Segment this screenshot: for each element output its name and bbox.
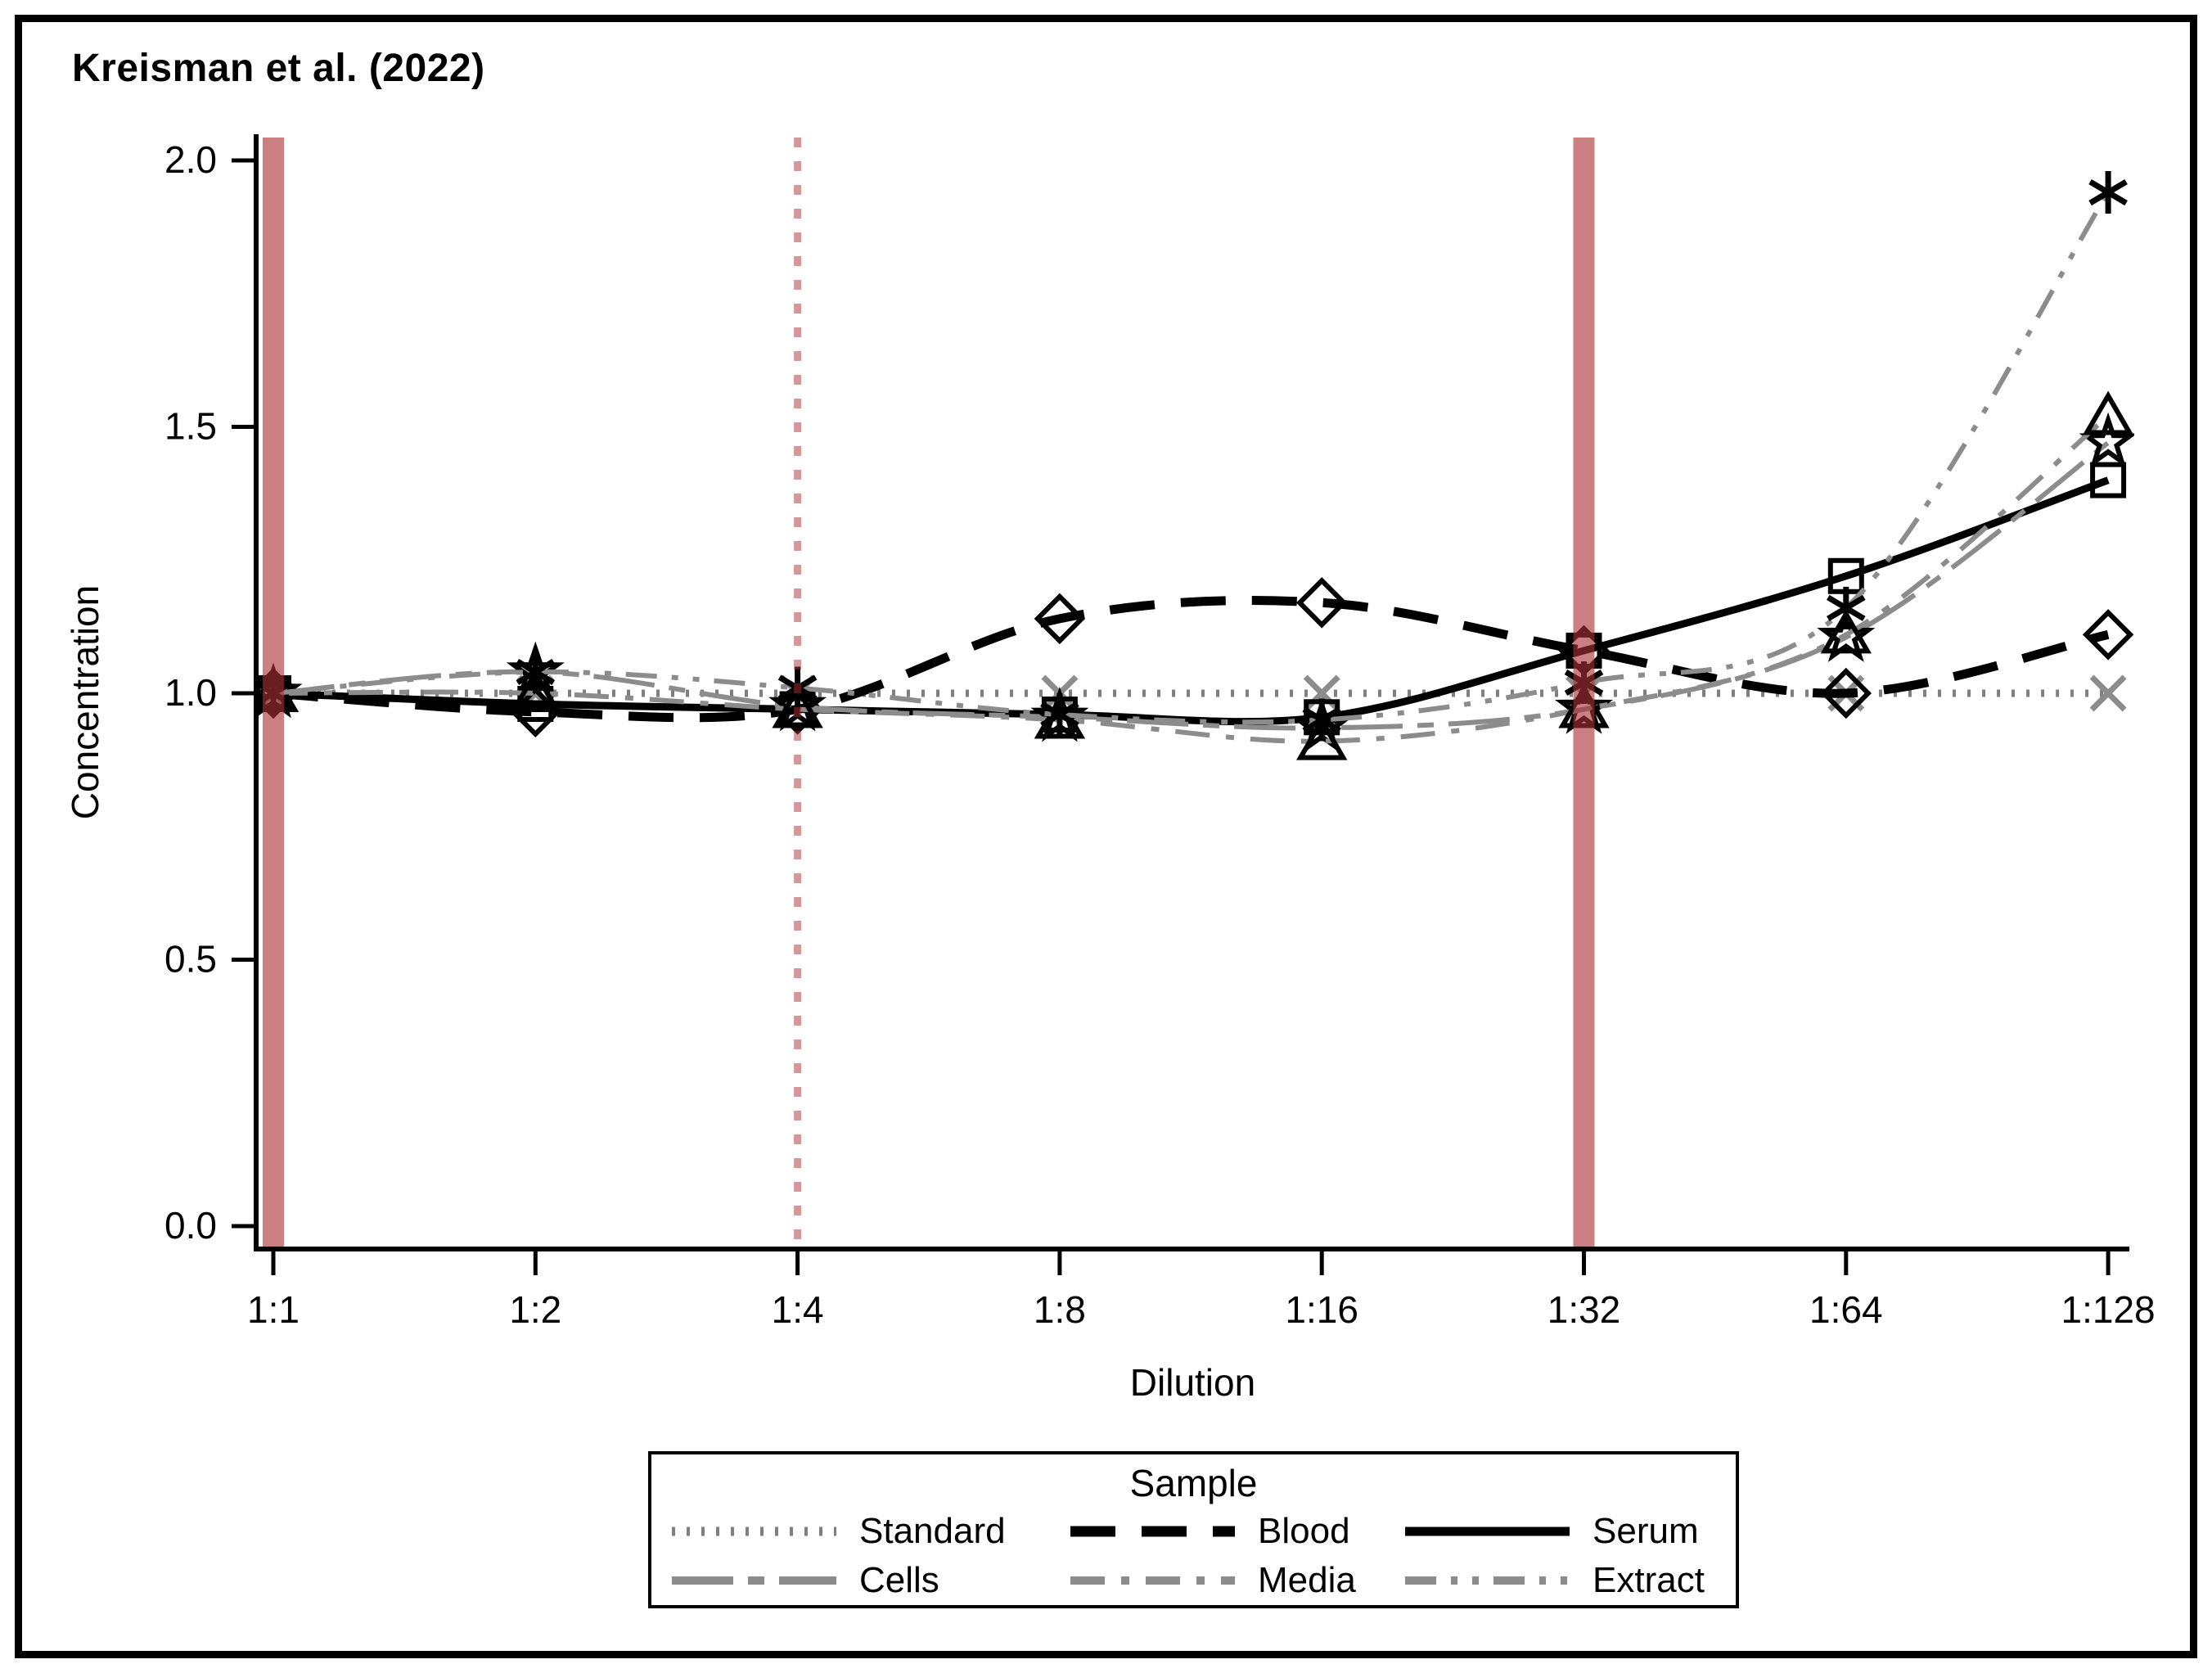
legend-label-extract: Extract <box>1593 1560 1705 1600</box>
triangle-marker <box>1820 609 1872 654</box>
star-marker <box>2079 412 2134 468</box>
asterisk-marker <box>1040 693 1079 737</box>
legend-swatch-extract <box>1405 1576 1570 1585</box>
legend-entry-media: Media <box>1069 1560 1403 1601</box>
asterisk-marker <box>1827 586 1866 629</box>
series-line-media <box>273 414 2111 744</box>
y-tick-label: 1.5 <box>164 405 217 448</box>
y-axis-label: Concentration <box>64 584 106 820</box>
x-marker <box>1303 674 1340 712</box>
legend-swatch-standard <box>672 1526 836 1536</box>
diamond-marker <box>1295 577 1348 629</box>
triangle-marker <box>510 668 561 712</box>
x-tick-label: 1:2 <box>509 1288 561 1331</box>
legend-label-media: Media <box>1258 1560 1356 1600</box>
legend-label-blood: Blood <box>1258 1511 1350 1551</box>
legend-entry-serum: Serum <box>1403 1511 1736 1552</box>
x-tick-label: 1:16 <box>1285 1288 1358 1331</box>
triangle-marker <box>772 683 823 728</box>
legend-row-2: Cells Media Extract <box>651 1556 1736 1605</box>
square-marker <box>2090 462 2127 498</box>
x-tick-label: 1:1 <box>247 1288 300 1331</box>
series-line-extract <box>273 191 2111 725</box>
series-line-serum <box>273 476 2110 726</box>
star-marker <box>1817 607 1876 662</box>
refline-band-1:1 <box>263 138 284 1249</box>
triangle-marker <box>2082 390 2134 435</box>
x-tick-label: 1:32 <box>1547 1288 1621 1331</box>
y-tick-label: 0.5 <box>164 938 217 981</box>
series-layer <box>256 171 2134 760</box>
asterisk-marker <box>1302 698 1341 742</box>
diamond-marker <box>2082 609 2134 661</box>
asterisk-marker <box>516 650 556 693</box>
y-tick-label: 2.0 <box>164 138 217 181</box>
triangle-marker <box>1296 715 1348 760</box>
chart-title: Kreisman et al. (2022) <box>72 47 485 90</box>
legend-swatch-blood <box>1070 1526 1235 1537</box>
legend-label-cells: Cells <box>859 1560 939 1600</box>
x-tick-label: 1:128 <box>2061 1288 2156 1331</box>
legend-entry-standard: Standard <box>670 1511 1069 1552</box>
refline-band-1:32 <box>1573 138 1595 1249</box>
legend-entry-blood: Blood <box>1069 1511 1403 1552</box>
x-axis-label: Dilution <box>1129 1361 1256 1404</box>
y-tick-label: 0.0 <box>164 1204 217 1247</box>
legend-entry-extract: Extract <box>1403 1560 1736 1601</box>
series-extract <box>256 171 2128 742</box>
legend-swatch-cells <box>672 1576 836 1585</box>
diamond-marker <box>1820 667 1872 719</box>
diamond-marker <box>1034 593 1086 645</box>
legend-entry-cells: Cells <box>670 1560 1069 1601</box>
asterisk-marker <box>2088 171 2128 214</box>
legend-box: Sample Standard Blood Serum Cells Media Extr… <box>648 1451 1739 1608</box>
y-tick-label: 1.0 <box>164 671 217 714</box>
x-marker <box>2089 674 2127 712</box>
reference-lines-layer <box>263 138 1595 1249</box>
legend-swatch-serum <box>1405 1526 1570 1536</box>
legend-title: Sample <box>1129 1462 1258 1504</box>
legend-swatch-media <box>1070 1576 1235 1585</box>
x-tick-label: 1:8 <box>1034 1288 1086 1331</box>
legend-label-serum: Serum <box>1593 1511 1699 1551</box>
legend-label-standard: Standard <box>859 1511 1006 1551</box>
axes: 0.0 0.5 1.0 1.5 2.0 1:1 1:2 1:4 1:8 1:16 1:32 1:64 1… <box>164 134 2156 1331</box>
series-line-blood <box>273 596 2110 723</box>
x-tick-label: 1:64 <box>1809 1288 1883 1331</box>
x-tick-label: 1:4 <box>772 1288 824 1331</box>
legend-row-1: Standard Blood Serum <box>651 1507 1736 1556</box>
